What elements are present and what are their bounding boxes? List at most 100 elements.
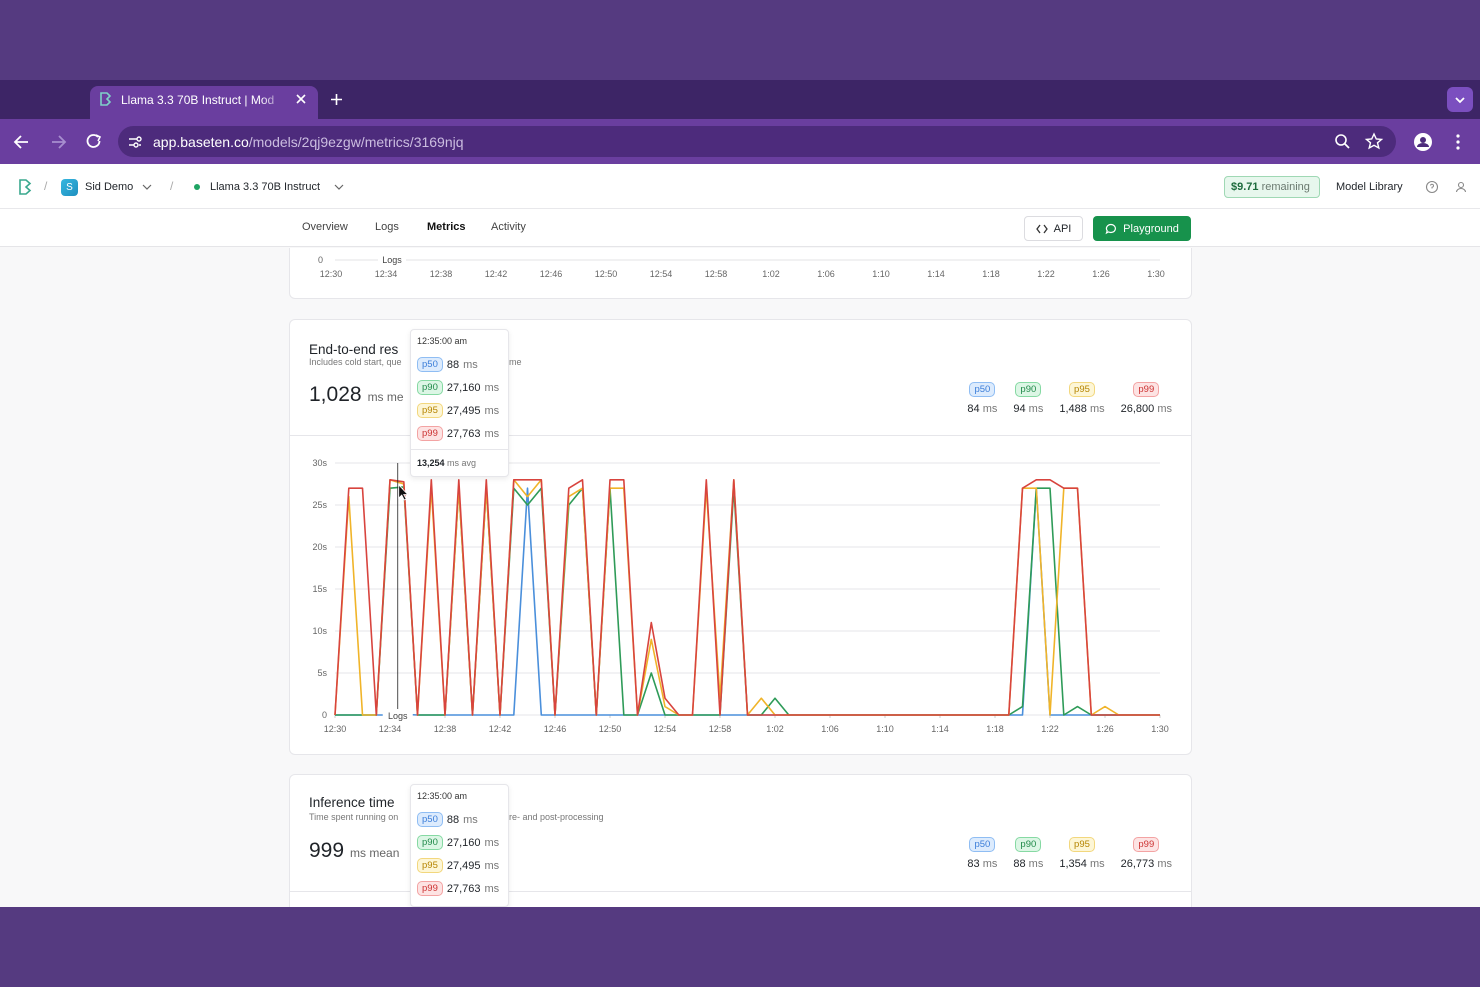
percentile-chip: p50 xyxy=(417,812,443,827)
card-title: Inference time xyxy=(309,795,395,810)
y-tick-label: 15s xyxy=(312,584,327,594)
x-tick-label: 12:42 xyxy=(489,724,512,734)
stat: p90 94 ms xyxy=(1013,382,1043,415)
x-tick-label: 12:50 xyxy=(599,724,622,734)
x-tick-label: 1:30 xyxy=(1151,724,1169,734)
playground-button[interactable]: Playground xyxy=(1093,216,1191,241)
playground-label: Playground xyxy=(1123,222,1179,235)
stat-value: 1,488 xyxy=(1059,403,1087,415)
url: app.baseten.co/models/2qj9ezgw/metrics/3… xyxy=(153,134,464,150)
separator: / xyxy=(170,179,174,193)
card-subtitle: Includes cold start, que xyxy=(309,357,402,367)
tooltip-unit: ms xyxy=(463,813,478,826)
tooltip-unit: ms xyxy=(484,882,500,895)
annotation-box xyxy=(382,709,413,722)
tooltip-row: p50 88 ms xyxy=(417,808,502,831)
previous-chart: 0 12:30 12:34 12:38 12:42 12:46 12:50 12:54 12:5… xyxy=(318,253,1165,279)
tooltip-row: p90 27,160 ms xyxy=(417,376,502,399)
x-tick-label: 12:54 xyxy=(654,724,677,734)
mean: 999 ms mean xyxy=(309,839,399,863)
x-tick-label: 12:30 xyxy=(324,724,347,734)
scroll-area: 0 12:30 12:34 12:38 12:42 12:46 12:50 12:54 12:5… xyxy=(0,248,1480,907)
new-tab[interactable] xyxy=(330,93,343,106)
tooltip-row: p95 27,495 ms xyxy=(417,399,502,422)
percentile-chip: p95 xyxy=(417,403,443,418)
x-tick-label: 1:18 xyxy=(986,724,1004,734)
status-dot xyxy=(194,184,200,190)
y-tick-label: 20s xyxy=(312,542,327,552)
stat-unit: ms xyxy=(1028,858,1044,870)
stat-value-row: 83 ms xyxy=(967,858,997,870)
stat-unit: ms xyxy=(1157,858,1172,870)
tooltip-unit: ms xyxy=(484,404,500,417)
api-button[interactable]: API xyxy=(1024,216,1083,241)
average-value: 13,254 xyxy=(417,458,445,468)
model-name[interactable]: Llama 3.3 70B Instruct xyxy=(210,181,321,193)
y-tick-label: 5s xyxy=(317,668,327,678)
nav-buttons[interactable] xyxy=(12,132,112,152)
tooltip-unit: ms xyxy=(484,859,500,872)
chevron[interactable] xyxy=(142,182,152,192)
site-info[interactable] xyxy=(127,134,143,150)
latency-chart: 0 5s 10s 15s 20s 25s 30s 12:30 12:34 12:38 12:42 12… xyxy=(312,458,1169,734)
percentile-chip: p50 xyxy=(969,382,996,397)
stat-unit: ms xyxy=(1089,403,1105,415)
nav-tab[interactable]: Logs xyxy=(375,221,399,233)
model-library-link[interactable]: Model Library xyxy=(1336,181,1403,193)
series-line xyxy=(335,487,1160,716)
address-bar[interactable] xyxy=(118,126,1396,157)
credit-badge[interactable]: $9.71 remaining xyxy=(1224,176,1320,198)
stat-value-row: 88 ms xyxy=(1013,858,1043,870)
workspace-name[interactable]: Sid Demo xyxy=(85,181,134,193)
percentile-chip: p99 xyxy=(1133,837,1160,852)
stat-value-row: 84 ms xyxy=(967,403,997,415)
mean: 1,028 ms me xyxy=(309,383,404,407)
x-tick-label: 1:22 xyxy=(1037,269,1055,279)
mean-unit: ms mean xyxy=(350,846,400,860)
x-tick-label: 12:50 xyxy=(595,269,618,279)
x-tick-label: 1:26 xyxy=(1092,269,1110,279)
stat: p95 1,488 ms xyxy=(1059,382,1105,415)
web-page: / S Sid Demo / Llama 3.3 70B Instruct $9… xyxy=(0,164,1480,907)
y-tick-label: 10s xyxy=(312,626,327,636)
credit-amount: $9.71 xyxy=(1231,181,1259,193)
nav-tab[interactable]: Overview xyxy=(302,221,348,233)
series-line xyxy=(334,479,1160,716)
x-tick-label: 12:30 xyxy=(320,269,343,279)
nav-tab[interactable]: Activity xyxy=(491,221,526,233)
stat-value: 83 xyxy=(967,858,980,870)
help-account-icons[interactable] xyxy=(1425,180,1475,194)
toolbar-icons[interactable] xyxy=(1334,132,1474,152)
tab-title: Llama 3.3 70B Instruct | Mod xyxy=(121,93,275,107)
nav-tab[interactable]: Metrics xyxy=(427,221,466,233)
card-subtitle-tail: me xyxy=(509,357,522,367)
tab-close[interactable] xyxy=(295,93,307,105)
percentile-stats: p50 84 ms p90 94 ms p95 1,488 ms p99 26,800 ms xyxy=(967,382,1172,415)
metric-card: Inference time Time spent running on re- a… xyxy=(289,774,1192,907)
tab-search[interactable] xyxy=(1447,87,1473,112)
logo[interactable] xyxy=(18,179,32,195)
api-label: API xyxy=(1053,222,1072,235)
card-divider xyxy=(290,891,1191,892)
annotation: Logs xyxy=(388,711,408,721)
chevron[interactable] xyxy=(334,182,344,192)
average-unit: ms avg xyxy=(447,458,477,468)
percentile-chip: p50 xyxy=(969,837,996,852)
credit-label: remaining xyxy=(1261,181,1310,193)
tooltip: 12:35:00 am p50 88 ms p90 27,160 ms p95 27,495 ms… xyxy=(410,784,509,907)
stat-unit: ms xyxy=(1028,403,1044,415)
stat-value: 94 xyxy=(1013,403,1026,415)
x-tick-label: 12:46 xyxy=(540,269,563,279)
tooltip-row: p95 27,495 ms xyxy=(417,854,502,877)
stat: p90 88 ms xyxy=(1013,837,1043,870)
x-tick-label: 12:58 xyxy=(709,724,732,734)
tooltip-value: 88 xyxy=(446,358,460,371)
active-tab[interactable] xyxy=(90,86,318,119)
tooltip-row: p99 27,763 ms xyxy=(417,422,502,445)
stat-value: 26,800 xyxy=(1120,403,1155,415)
percentile-chip: p95 xyxy=(417,858,443,873)
tooltip-time: 12:35:00 am xyxy=(417,791,468,801)
stat-unit: ms xyxy=(1089,858,1105,870)
stat-value-row: 26,773 ms xyxy=(1121,858,1172,870)
